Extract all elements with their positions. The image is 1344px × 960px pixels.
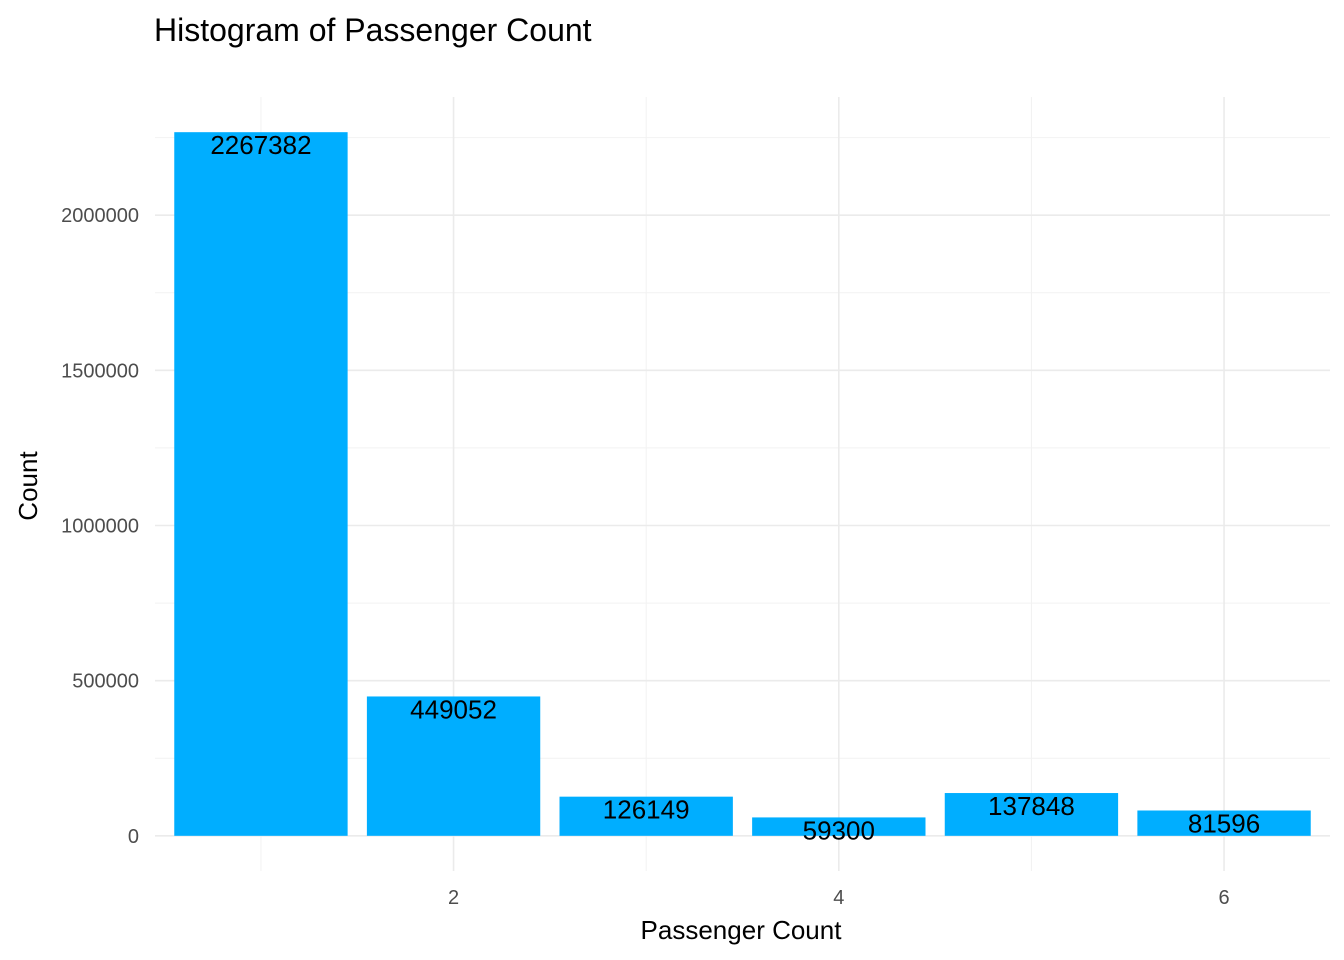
bar-4 [752,817,926,836]
y-tick-label: 1500000 [61,360,139,382]
bar-2 [366,696,541,836]
x-tick-label: 6 [1218,887,1229,909]
bar-label-1: 2267382 [210,130,311,160]
bar-label-5: 137848 [988,791,1075,821]
bar-label-4: 59300 [803,815,875,845]
x-axis-ticks: 2 4 6 [448,887,1230,909]
bar-1 [174,132,348,836]
y-axis-ticks: 0 500000 1000000 1500000 2000000 [61,205,139,848]
y-axis-title: Count [13,451,43,521]
bar-6 [1137,810,1311,836]
y-tick-label: 2000000 [61,205,139,227]
y-tick-label: 1000000 [61,515,139,537]
x-axis-title: Passenger Count [641,915,843,945]
x-tick-label: 2 [448,887,459,909]
chart-title: Histogram of Passenger Count [154,12,592,48]
bar-5 [944,793,1119,836]
bars [174,132,1311,836]
bar-label-6: 81596 [1188,808,1260,838]
bar-data-labels: 2267382 449052 126149 59300 137848 81596 [210,130,1260,845]
y-tick-label: 500000 [72,671,139,693]
x-tick-label: 4 [833,887,844,909]
bar-label-2: 449052 [410,694,497,724]
bar-label-3: 126149 [603,795,690,825]
bar-3 [559,796,733,836]
y-tick-label: 0 [128,826,139,848]
